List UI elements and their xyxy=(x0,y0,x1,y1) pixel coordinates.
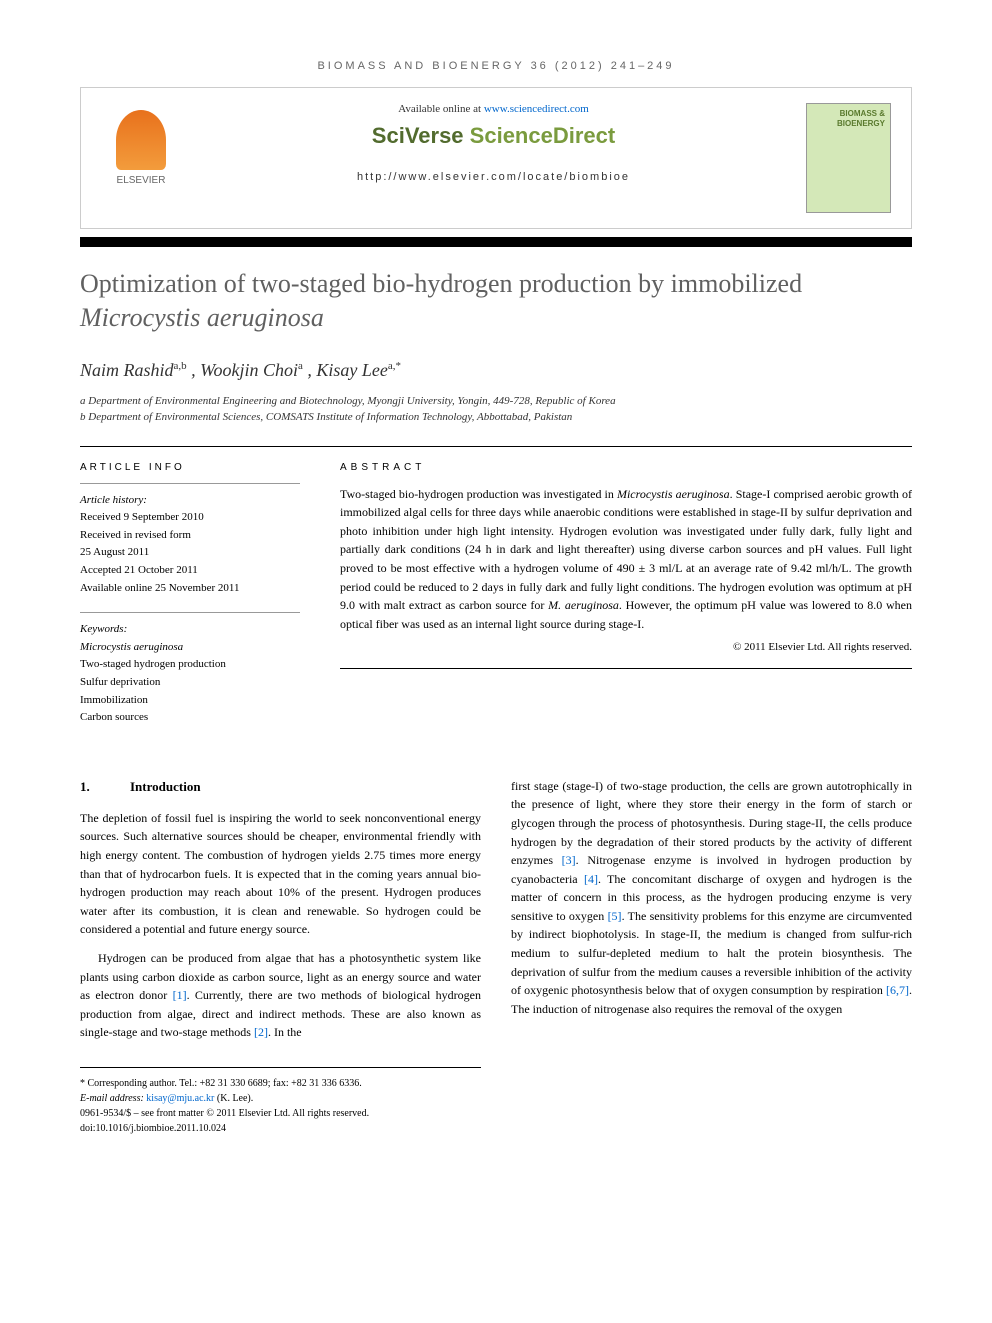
header-center: Available online at www.sciencedirect.co… xyxy=(181,103,806,183)
article-history-block: Article history: Received 9 September 20… xyxy=(80,483,300,598)
sciencedirect-text: ScienceDirect xyxy=(470,123,616,148)
affiliations: a Department of Environmental Engineerin… xyxy=(80,393,912,426)
article-title: Optimization of two-staged bio-hydrogen … xyxy=(80,267,912,335)
keywords-block: Keywords: Microcystis aeruginosa Two-sta… xyxy=(80,612,300,727)
title-species: Microcystis aeruginosa xyxy=(80,303,324,332)
author-3: , Kisay Lee xyxy=(307,360,388,380)
black-divider-bar xyxy=(80,237,912,247)
ref-link-1[interactable]: [1] xyxy=(173,988,187,1002)
elsevier-label: ELSEVIER xyxy=(117,175,166,186)
email-label: E-mail address: xyxy=(80,1093,146,1104)
revised-label: Received in revised form xyxy=(80,527,300,545)
abstract-text: Two-staged bio-hydrogen production was i… xyxy=(340,485,912,634)
author-1-affil: a,b xyxy=(174,360,187,372)
keyword-4: Immobilization xyxy=(80,692,300,710)
abstract-part-a: Two-staged bio-hydrogen production was i… xyxy=(340,487,617,501)
keywords-label: Keywords: xyxy=(80,621,300,639)
author-2: , Wookjin Choi xyxy=(191,360,298,380)
locate-url[interactable]: http://www.elsevier.com/locate/biombioe xyxy=(201,171,786,183)
email-link[interactable]: kisay@mju.ac.kr xyxy=(146,1093,214,1104)
affiliation-a: a Department of Environmental Engineerin… xyxy=(80,393,912,410)
history-label: Article history: xyxy=(80,492,300,510)
ref-link-3[interactable]: [3] xyxy=(562,853,576,867)
online-date: Available online 25 November 2011 xyxy=(80,580,300,598)
abstract-species-2: M. aeruginosa xyxy=(548,598,619,612)
intro-p2-c: . In the xyxy=(268,1025,302,1039)
available-prefix: Available online at xyxy=(398,103,484,115)
elsevier-logo: ELSEVIER xyxy=(101,103,181,193)
abstract-heading: ABSTRACT xyxy=(340,462,912,473)
email-suffix: (K. Lee). xyxy=(214,1093,253,1104)
ref-link-2[interactable]: [2] xyxy=(254,1025,268,1039)
intro-para-2: Hydrogen can be produced from algae that… xyxy=(80,949,481,1042)
available-online-text: Available online at www.sciencedirect.co… xyxy=(201,103,786,115)
keyword-1: Microcystis aeruginosa xyxy=(80,639,300,657)
intro-para-3: first stage (stage-I) of two-stage produ… xyxy=(511,777,912,1019)
keyword-2: Two-staged hydrogen production xyxy=(80,656,300,674)
received-date: Received 9 September 2010 xyxy=(80,509,300,527)
ref-link-4[interactable]: [4] xyxy=(584,872,598,886)
copyright-line: © 2011 Elsevier Ltd. All rights reserved… xyxy=(340,641,912,653)
abstract-column: ABSTRACT Two-staged bio-hydrogen product… xyxy=(340,462,912,742)
section-number: 1. xyxy=(80,777,130,797)
affiliation-b: b Department of Environmental Sciences, … xyxy=(80,409,912,426)
ref-link-67[interactable]: [6,7] xyxy=(886,983,909,997)
keyword-5: Carbon sources xyxy=(80,709,300,727)
sciencedirect-link[interactable]: www.sciencedirect.com xyxy=(484,103,589,115)
journal-header: BIOMASS AND BIOENERGY 36 (2012) 241–249 xyxy=(80,60,912,72)
elsevier-tree-icon xyxy=(116,110,166,170)
divider-line xyxy=(80,446,912,447)
body-column-right: first stage (stage-I) of two-stage produ… xyxy=(511,777,912,1136)
author-3-affil: a,* xyxy=(388,360,401,372)
keyword-3: Sulfur deprivation xyxy=(80,674,300,692)
email-line: E-mail address: kisay@mju.ac.kr (K. Lee)… xyxy=(80,1091,481,1106)
abstract-species-1: Microcystis aeruginosa xyxy=(617,487,730,501)
abstract-part-b: . Stage-I comprised aerobic growth of im… xyxy=(340,487,912,613)
sciverse-prefix: SciVerse xyxy=(372,123,470,148)
issn-line: 0961-9534/$ – see front matter © 2011 El… xyxy=(80,1106,481,1121)
revised-date: 25 August 2011 xyxy=(80,544,300,562)
doi-line: doi:10.1016/j.biombioe.2011.10.024 xyxy=(80,1121,481,1136)
author-2-affil: a xyxy=(298,360,303,372)
cover-title: BIOMASS & BIOENERGY xyxy=(812,109,885,128)
title-text: Optimization of two-staged bio-hydrogen … xyxy=(80,269,802,298)
intro-para-1: The depletion of fossil fuel is inspirin… xyxy=(80,809,481,939)
footer-section: * Corresponding author. Tel.: +82 31 330… xyxy=(80,1067,481,1136)
article-info-column: ARTICLE INFO Article history: Received 9… xyxy=(80,462,300,742)
accepted-date: Accepted 21 October 2011 xyxy=(80,562,300,580)
ref-link-5[interactable]: [5] xyxy=(608,909,622,923)
article-info-heading: ARTICLE INFO xyxy=(80,462,300,473)
authors-line: Naim Rashida,b , Wookjin Choia , Kisay L… xyxy=(80,360,912,381)
body-columns: 1.Introduction The depletion of fossil f… xyxy=(80,777,912,1136)
journal-cover-thumbnail: BIOMASS & BIOENERGY xyxy=(806,103,891,213)
header-box: ELSEVIER Available online at www.science… xyxy=(80,87,912,229)
abstract-divider xyxy=(340,668,912,669)
info-abstract-row: ARTICLE INFO Article history: Received 9… xyxy=(80,462,912,742)
corresponding-author: * Corresponding author. Tel.: +82 31 330… xyxy=(80,1076,481,1091)
author-1: Naim Rashid xyxy=(80,360,174,380)
section-1-heading: 1.Introduction xyxy=(80,777,481,797)
sciverse-logo: SciVerse ScienceDirect xyxy=(201,123,786,149)
body-column-left: 1.Introduction The depletion of fossil f… xyxy=(80,777,481,1136)
section-title: Introduction xyxy=(130,779,201,794)
